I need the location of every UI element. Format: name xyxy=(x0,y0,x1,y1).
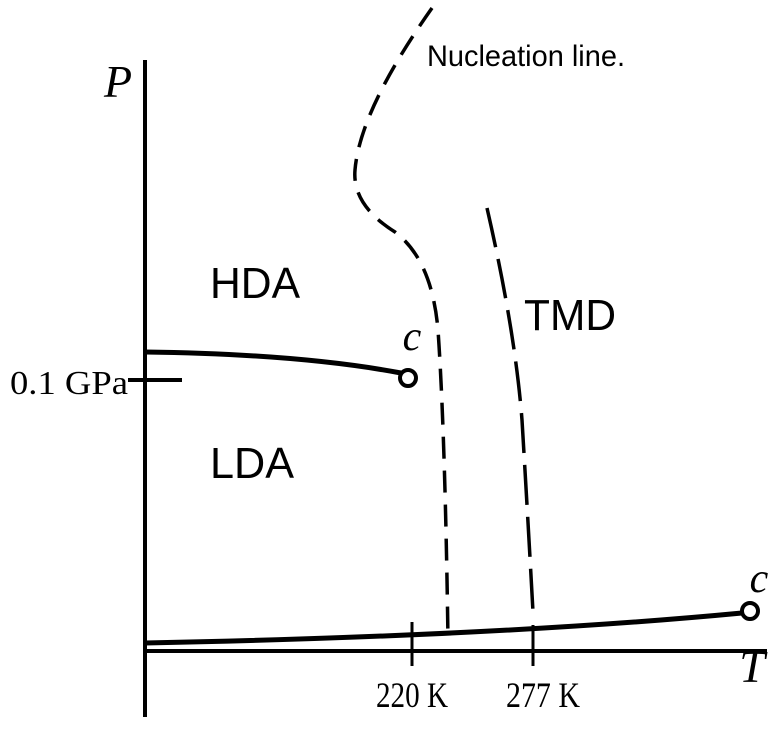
region-label: HDA xyxy=(210,259,301,308)
coexistence-line xyxy=(144,610,743,646)
coexistence-line xyxy=(144,349,402,376)
x-axis-label: T xyxy=(739,641,768,692)
nucleation-label: Nucleation line. xyxy=(427,40,625,73)
critical-point xyxy=(398,368,418,388)
critical-point-label: c xyxy=(750,556,769,602)
y-tick-label: 0.1 GPa xyxy=(10,365,128,402)
y-axis-label: P xyxy=(103,56,132,107)
critical-point xyxy=(740,601,760,621)
x-tick-label: 220 K xyxy=(376,675,448,715)
x-tick-label: 277 K xyxy=(506,675,580,715)
nucleation-line xyxy=(353,6,450,641)
region-label: TMD xyxy=(524,291,616,340)
critical-point-label: c xyxy=(403,314,422,360)
region-label: LDA xyxy=(210,439,295,488)
tmd-line xyxy=(485,207,535,613)
